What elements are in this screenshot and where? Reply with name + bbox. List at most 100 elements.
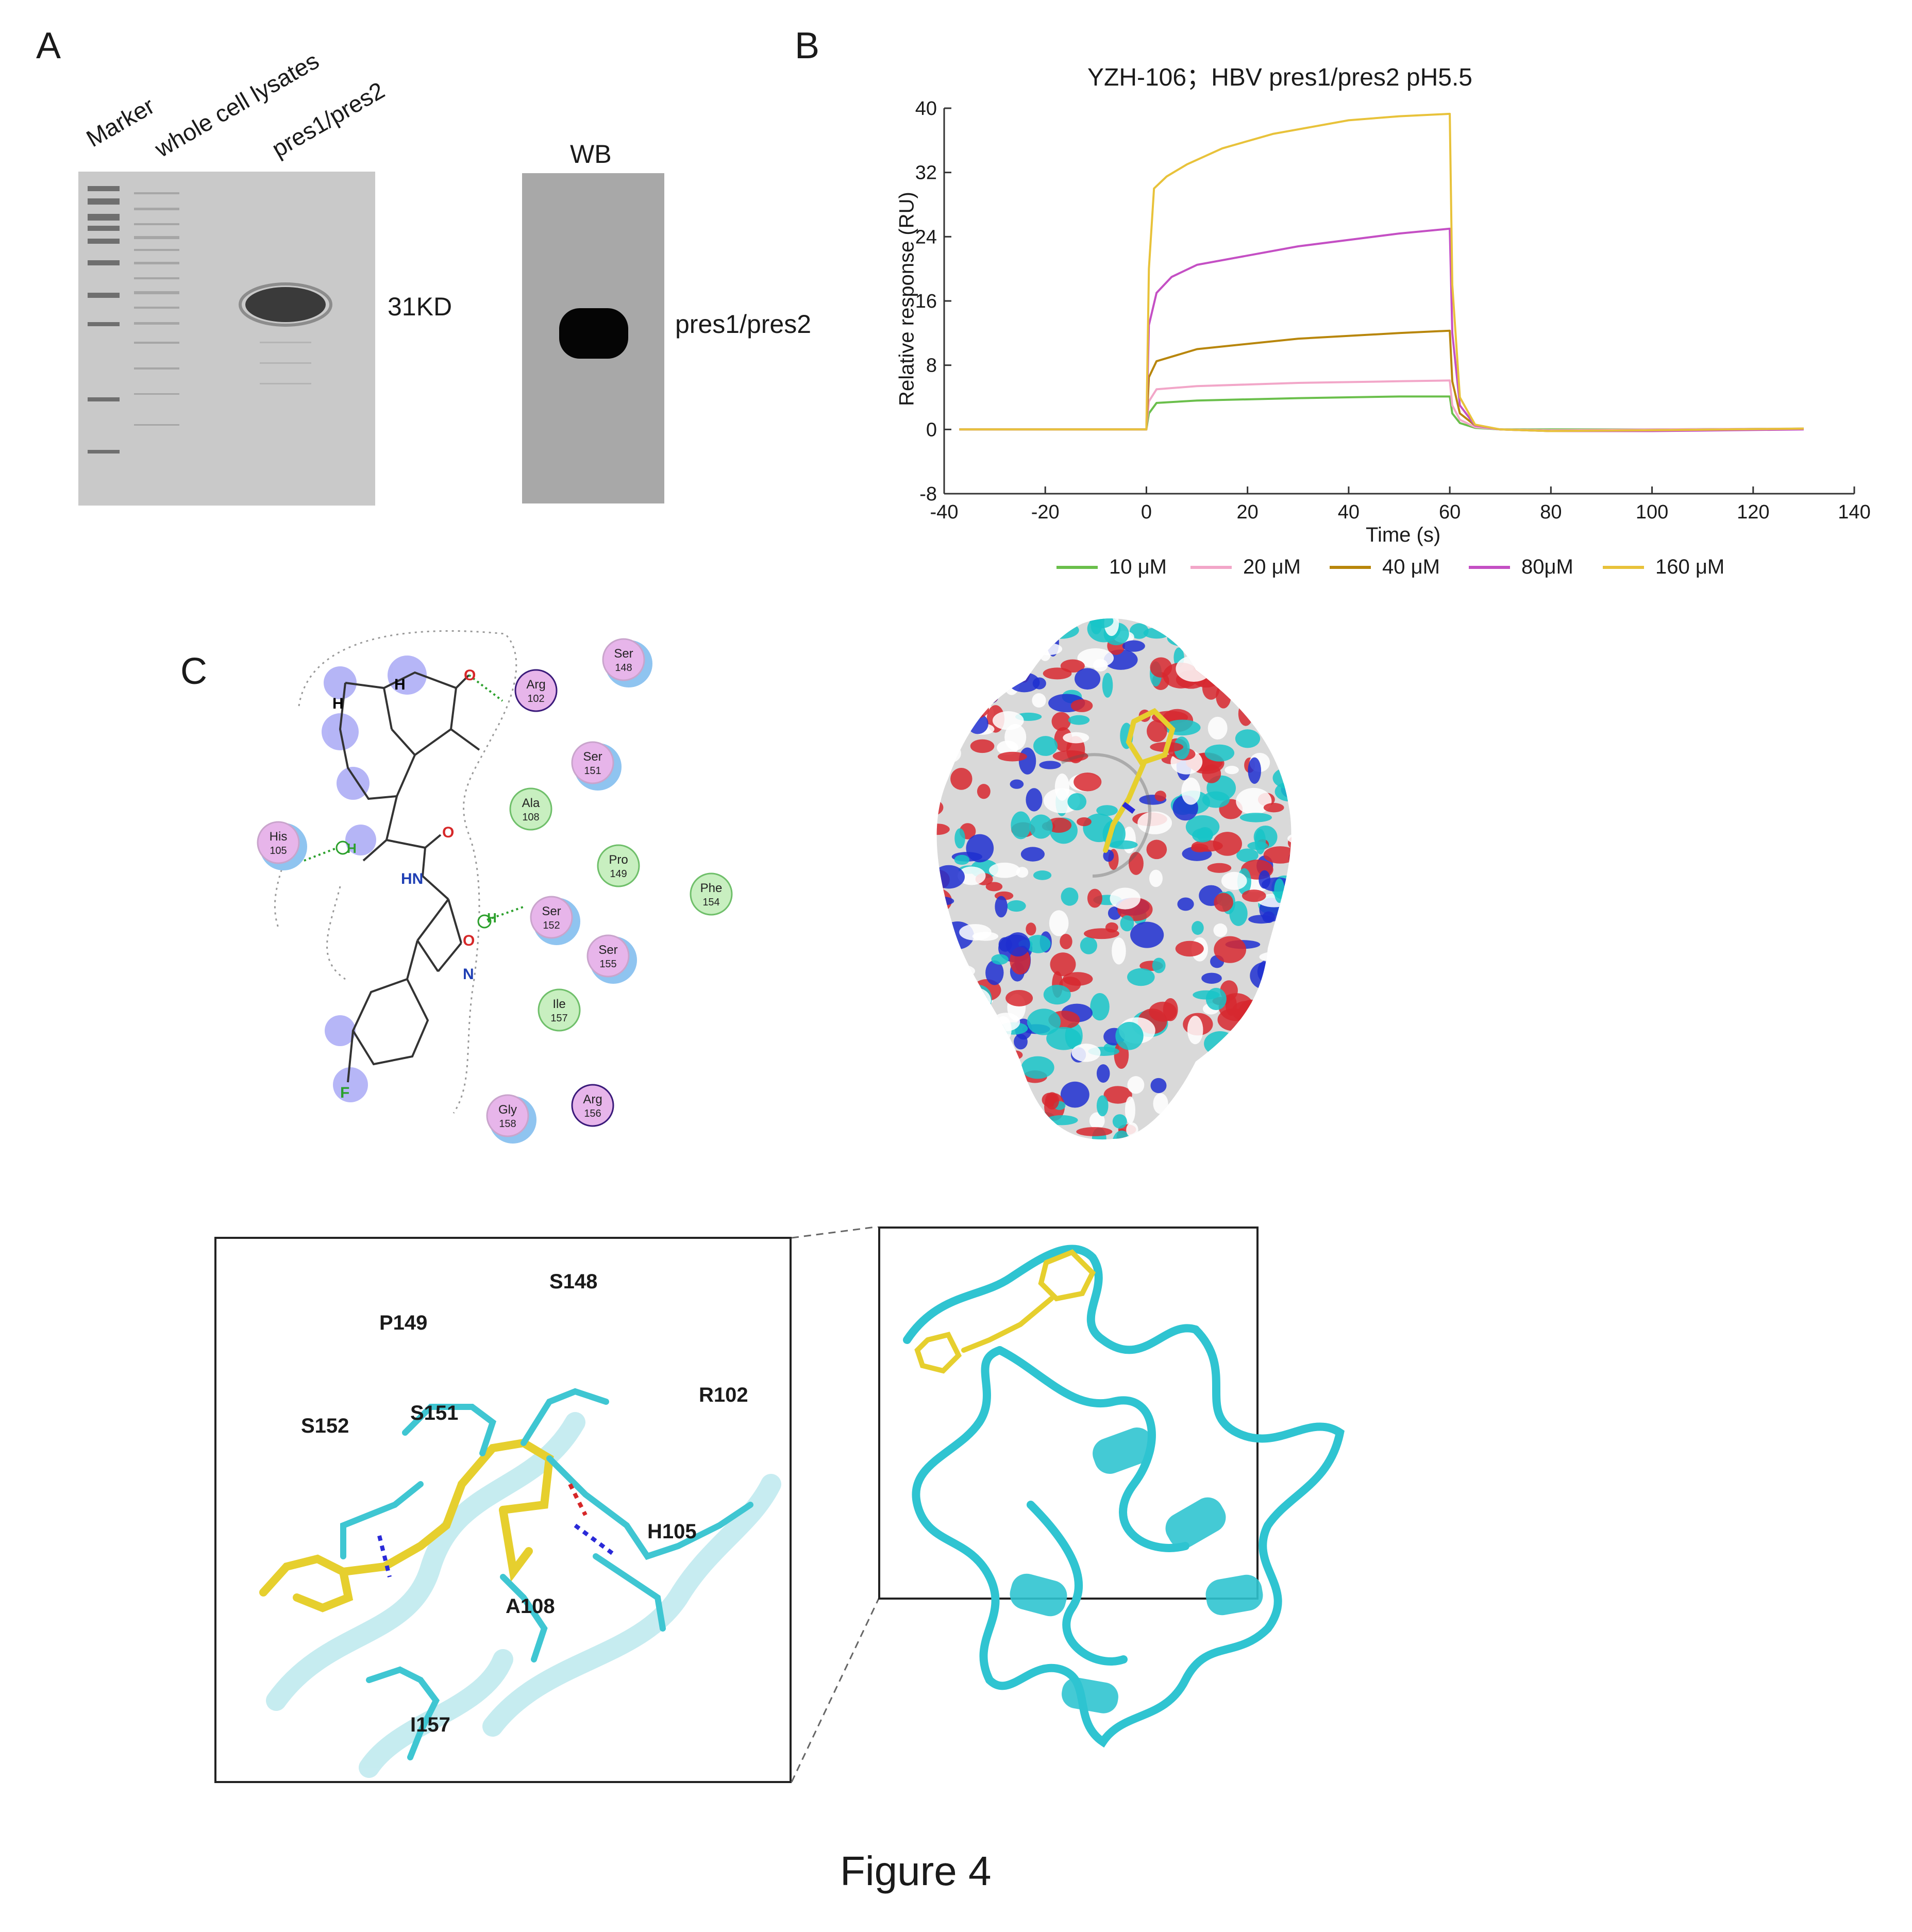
surface-patch [1303, 619, 1314, 632]
surface-patch [970, 739, 995, 753]
surface-patch [997, 741, 1018, 755]
surface-patch [1203, 1123, 1228, 1140]
series-line-3 [959, 227, 1804, 432]
surface-patch [936, 1014, 955, 1022]
surface-patch [1026, 935, 1051, 953]
surface-patch [1295, 1044, 1316, 1065]
zoom-label-s152: S152 [301, 1415, 349, 1437]
surface-patch [936, 865, 965, 889]
surface-patch [1127, 968, 1155, 986]
surface-patch [1214, 936, 1247, 963]
surface-patch [1070, 699, 1093, 712]
surface-patch [1297, 745, 1309, 769]
surface-patch [936, 1006, 945, 1017]
legend-swatch [1603, 565, 1644, 569]
y-tick-label: 40 [915, 98, 937, 120]
surface-patch [988, 862, 1020, 878]
legend-item-0: 10 μM [1056, 556, 1167, 579]
surface-patch [1287, 832, 1292, 845]
surface-patch [976, 1008, 992, 1018]
residue-number: 155 [599, 959, 616, 970]
zoom-label-s148: S148 [549, 1270, 597, 1293]
zoom-connectors [791, 1227, 880, 1783]
surface-patch [1032, 693, 1046, 708]
surface-patch [995, 896, 1008, 918]
residue-disc-4 [509, 787, 552, 831]
surface-patch [936, 860, 939, 881]
surface-patch [974, 696, 988, 713]
zoom-label-a108: A108 [506, 1595, 555, 1618]
surface-patch [1285, 625, 1292, 650]
surface-patch [1249, 1038, 1262, 1047]
x-tick-label: 100 [1636, 501, 1668, 523]
figure-caption: Figure 4 [840, 1848, 992, 1894]
residue-name: Ser [598, 943, 617, 957]
surface-patch [1202, 764, 1221, 783]
surface-patch [1007, 900, 1026, 912]
surface-patch [954, 854, 970, 865]
surface-patch [1043, 984, 1071, 1005]
surface-patch [995, 1016, 1012, 1043]
surface-patch [1285, 618, 1292, 632]
surface-patch [937, 744, 961, 763]
atom-n-ring: N [463, 966, 474, 983]
surface-patch [992, 711, 1024, 730]
legend-label: 160 μM [1655, 556, 1725, 578]
residue-disc-1 [602, 638, 645, 681]
panel-letter-c: C [180, 651, 207, 692]
x-tick-label: -20 [1031, 501, 1060, 523]
surface-patch [936, 1009, 948, 1026]
surface-patch [1271, 697, 1287, 716]
series-line-4 [959, 112, 1804, 432]
surface-patch [1295, 611, 1307, 632]
surface-patch [1166, 1101, 1180, 1123]
surface-patch [1010, 779, 1024, 789]
x-tick-label: 20 [1237, 501, 1259, 523]
surface-patch [936, 715, 959, 725]
surface-patch [1146, 839, 1167, 860]
residue-disc-3 [257, 821, 300, 864]
surface-patch [1071, 1044, 1101, 1062]
surface-patch [1201, 972, 1222, 984]
surface-patch [1230, 671, 1249, 682]
surface-patch [1008, 1050, 1023, 1060]
surface-patch [936, 799, 944, 816]
surface-patch [1112, 937, 1126, 965]
surface-patch [1089, 618, 1114, 629]
surface-patch [1045, 1115, 1078, 1125]
residue-number: 157 [550, 1013, 567, 1024]
surface-patch [951, 632, 973, 655]
surface-patch [978, 1070, 992, 1090]
surface-patch [1125, 1096, 1135, 1124]
surface-patch [1277, 691, 1292, 704]
surface-patch [972, 677, 1005, 700]
surface-patch [1216, 684, 1231, 709]
series-line-0 [959, 395, 1804, 431]
surface-patch [971, 1009, 991, 1018]
band-label-31kd: 31KD [388, 292, 452, 321]
surface-patch [1083, 928, 1119, 939]
residue-disc-11 [571, 1084, 614, 1127]
wb-title: WB [570, 140, 612, 169]
surface-patch [1018, 747, 1036, 775]
legend-item-4: 160 μM [1603, 556, 1724, 579]
surface-patch [967, 713, 988, 734]
y-tick-label: 0 [926, 419, 937, 441]
surface-patch [1255, 693, 1267, 719]
surface-patch [1267, 1030, 1280, 1049]
surface-patch [988, 1048, 1007, 1071]
residue-number: 156 [584, 1108, 601, 1119]
residue-number: 105 [270, 845, 287, 856]
surface-patch [1060, 934, 1072, 949]
residue-disc-5 [597, 844, 640, 887]
surface-patch [1046, 1027, 1081, 1050]
residue-disc-7 [530, 896, 573, 939]
residue-name: Ser [542, 904, 561, 918]
surface-patch [936, 750, 950, 772]
residue-number: 148 [615, 662, 632, 674]
surface-patch [1021, 1056, 1054, 1079]
residue-disc-9 [538, 988, 581, 1032]
legend-label: 80μM [1521, 556, 1573, 578]
atom-h-4: H [487, 910, 497, 926]
surface-patch [1130, 921, 1164, 948]
